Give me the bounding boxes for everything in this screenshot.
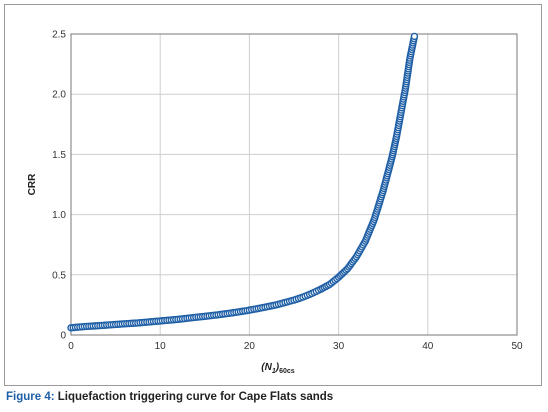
x-tick-label: 0	[68, 341, 74, 352]
y-axis-label: CRR	[27, 173, 38, 195]
x-axis-label: (N1)60cs	[261, 362, 294, 375]
y-tick-label: 1.0	[52, 210, 66, 221]
x-tick-label: 30	[333, 341, 345, 352]
plot-area-border	[70, 33, 518, 336]
chart-frame: 0 0.5 1.0 1.5 2.0 2.5 0 10 20 30 40 50 CRR (N1)60c…	[4, 4, 542, 386]
figure-label: Figure 4:	[6, 391, 55, 403]
x-axis-label-sub2: 60cs	[279, 368, 295, 375]
y-tick-label: 2.0	[52, 90, 66, 101]
y-tick-label: 2.5	[52, 30, 66, 41]
x-axis-label-base: (N	[261, 362, 272, 373]
y-tick-label: 0	[60, 331, 66, 342]
x-tick-label: 10	[155, 341, 167, 352]
x-axis-label-sub1: 1	[272, 368, 276, 375]
x-axis-ticks: 0 10 20 30 40 50	[68, 341, 523, 352]
y-tick-label: 0.5	[52, 270, 66, 281]
x-tick-label: 20	[244, 341, 256, 352]
figure-title: Liquefaction triggering curve for Cape F…	[57, 391, 334, 403]
x-axis-label-mid: )	[275, 362, 280, 373]
y-tick-label: 1.5	[52, 150, 66, 161]
liquefaction-chart: 0 0.5 1.0 1.5 2.0 2.5 0 10 20 30 40 50 CRR (N1)60c…	[27, 30, 523, 376]
figure-caption: Figure 4: Liquefaction triggering curve …	[6, 391, 333, 403]
x-tick-label: 40	[422, 341, 434, 352]
grid	[71, 34, 517, 335]
y-axis-ticks: 0 0.5 1.0 1.5 2.0 2.5	[52, 30, 66, 342]
data-points	[67, 32, 419, 332]
data-point	[410, 32, 419, 41]
x-tick-label: 50	[511, 341, 523, 352]
